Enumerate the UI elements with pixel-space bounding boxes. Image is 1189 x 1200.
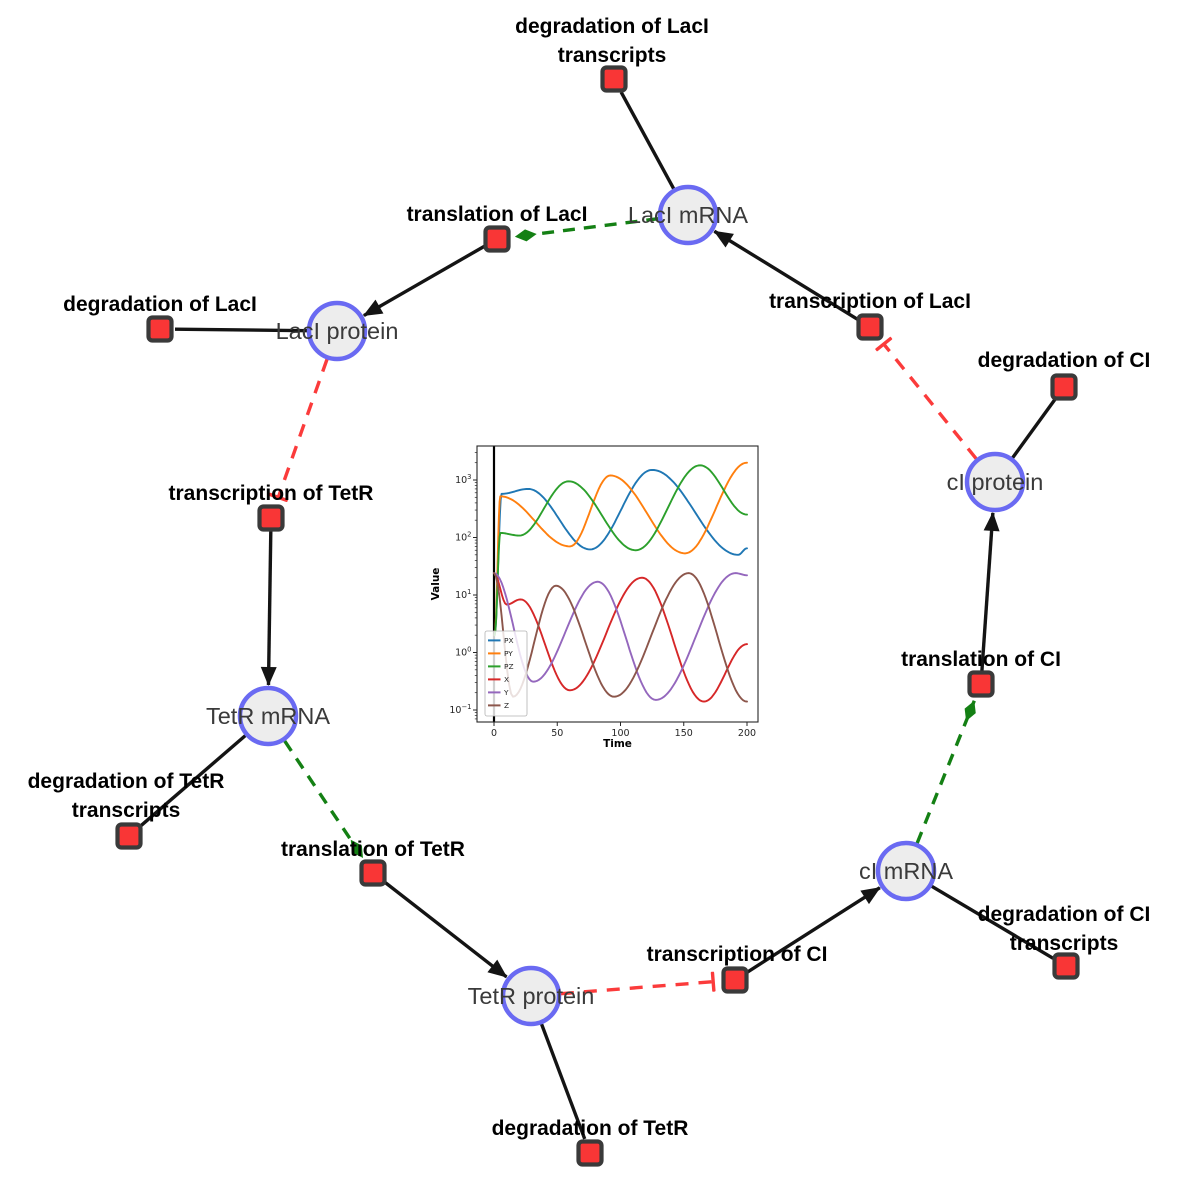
reaction-label-transc_laci: transcription of LacI — [769, 290, 971, 313]
reaction-label-transl_tetr: translation of TetR — [281, 838, 465, 861]
reaction-label-deg_laci: degradation of LacI — [63, 293, 257, 316]
species-label-tetr_mrna: TetR mRNA — [206, 703, 330, 729]
reaction-label-transl_ci: translation of CI — [901, 648, 1061, 671]
species-label-ci_mrna: cI mRNA — [859, 858, 953, 884]
x-axis-title: Time — [603, 738, 632, 750]
reaction-label-deg_laci_transcripts: degradation of LacI transcripts — [515, 15, 709, 67]
edge-consumption-laci_mrna-to-deg_laci_transcripts — [619, 91, 676, 190]
reaction-node-transc_laci — [856, 313, 884, 341]
edge-modifier-laci_mrna-to-transl_laci — [514, 217, 659, 242]
legend-label-X: X — [504, 675, 509, 684]
edge-production-transc_tetr-to-tetr_mrna — [260, 530, 277, 687]
edge-consumption-ci_protein-to-deg_ci — [1011, 398, 1057, 459]
reaction-nodes-layer — [115, 65, 1080, 1167]
y-tick-label: 10−1 — [449, 703, 471, 716]
labels-layer: degradation of LacI transcripts translatio… — [28, 15, 1151, 1140]
x-tick-label: 50 — [551, 728, 563, 739]
reaction-node-deg_tetr — [576, 1139, 604, 1167]
legend-label-PY: PY — [504, 649, 513, 658]
species-node-ci_mrna — [875, 840, 937, 902]
species-node-laci_mrna — [657, 184, 719, 246]
y-axis-title: Value — [430, 568, 442, 601]
species-node-tetr_mrna — [237, 685, 299, 747]
reaction-node-transc_ci — [721, 966, 749, 994]
species-label-ci_protein: cI protein — [947, 469, 1044, 495]
edge-production-transl_ci-to-ci_protein — [980, 511, 1000, 672]
edge-production-transc_ci-to-ci_mrna — [745, 886, 881, 975]
species-node-tetr_protein — [500, 965, 562, 1027]
species-label-laci_protein: LacI protein — [276, 318, 399, 344]
legend-label-PX: PX — [504, 636, 514, 645]
x-tick-label: 100 — [611, 728, 629, 739]
chart-curve-PZ — [493, 464, 748, 637]
y-tick-label: 102 — [455, 531, 471, 544]
species-node-ci_protein — [964, 451, 1026, 513]
edge-consumption-tetr_mrna-to-deg_tetr_transcripts — [139, 734, 247, 828]
reaction-node-transl_tetr — [359, 859, 387, 887]
edge-inhibition-laci_protein-to-transc_tetr — [268, 358, 329, 503]
species-label-laci_mrna: LacI mRNA — [628, 202, 748, 228]
curves-layer — [493, 461, 748, 703]
inset-chart: 10−1 100 101 102 103 0 50 100 150 200 PX PY PZ XYZ Tim… — [430, 428, 775, 773]
chart-curve-PX — [493, 468, 748, 637]
reaction-node-deg_tetr_transcripts — [115, 822, 143, 850]
x-tick-label: 0 — [491, 728, 497, 739]
y-tick-label: 103 — [455, 473, 471, 486]
chart-curve-Y — [493, 572, 748, 701]
reaction-node-deg_ci — [1050, 373, 1078, 401]
edge-modifier-tetr_mrna-to-transl_tetr — [283, 739, 365, 859]
edge-inhibition-tetr_protein-to-transc_ci — [560, 971, 716, 996]
edge-production-transl_laci-to-laci_protein — [363, 244, 487, 318]
reaction-node-transl_ci — [967, 670, 995, 698]
y-tick-label: 101 — [455, 588, 471, 601]
legend-box — [484, 630, 528, 717]
chart-curve-Z — [493, 572, 748, 703]
reaction-label-deg_tetr_transcripts: degradation of TetR transcripts — [28, 770, 225, 822]
axes-frame — [476, 445, 759, 723]
y-tick-label: 100 — [455, 646, 471, 659]
reaction-node-transl_laci — [483, 225, 511, 253]
edge-consumption-laci_protein-to-deg_laci — [174, 327, 308, 333]
species-node-laci_protein — [306, 300, 368, 362]
reaction-node-transc_tetr — [257, 504, 285, 532]
reaction-label-transl_laci: translation of LacI — [407, 203, 588, 226]
edge-modifier-ci_mrna-to-transl_ci — [915, 700, 976, 844]
x-tick-label: 200 — [738, 728, 756, 739]
legend-label-Z: Z — [504, 701, 509, 710]
edge-consumption-tetr_protein-to-deg_tetr — [539, 1023, 587, 1140]
axis-ticks: 10−1 100 101 102 103 0 50 100 150 200 — [449, 452, 756, 739]
reaction-node-deg_laci_transcripts — [600, 65, 628, 93]
legend-label-PZ: PZ — [504, 662, 514, 671]
legend-label-Y: Y — [503, 688, 509, 697]
species-nodes-layer — [237, 184, 1026, 1027]
reaction-label-transc_ci: transcription of CI — [647, 943, 828, 966]
legend: PX PY PZ XYZ — [484, 630, 528, 717]
edge-consumption-ci_mrna-to-deg_ci_transcripts — [930, 884, 1054, 960]
reaction-label-transc_tetr: transcription of TetR — [169, 482, 374, 505]
reaction-node-deg_ci_transcripts — [1052, 952, 1080, 980]
chart-background — [430, 428, 775, 773]
reaction-node-deg_laci — [146, 315, 174, 343]
edge-inhibition-ci_protein-to-transc_laci — [875, 336, 978, 460]
reaction-label-deg_ci_transcripts: degradation of CI transcripts — [978, 903, 1151, 955]
edge-production-transc_laci-to-laci_mrna — [713, 229, 860, 322]
species-label-tetr_protein: TetR protein — [468, 983, 595, 1009]
edge-production-transl_tetr-to-tetr_protein — [382, 879, 508, 979]
chart-curve-X — [493, 572, 748, 703]
x-tick-label: 150 — [675, 728, 693, 739]
reaction-label-deg_ci: degradation of CI — [978, 349, 1151, 372]
chart-curve-PY — [493, 461, 748, 637]
edges-layer — [139, 91, 1057, 1140]
reaction-label-deg_tetr: degradation of TetR — [492, 1117, 689, 1140]
